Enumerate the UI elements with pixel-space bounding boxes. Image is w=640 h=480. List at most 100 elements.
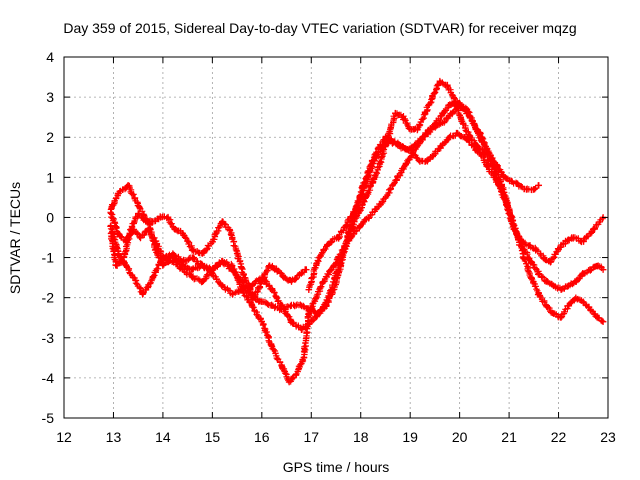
data-point — [387, 186, 394, 193]
series-track-f — [305, 129, 607, 325]
data-point — [248, 282, 256, 289]
x-tick-label: 16 — [254, 429, 270, 445]
data-point — [278, 362, 285, 370]
data-point — [298, 270, 305, 277]
data-point — [159, 254, 167, 261]
data-point — [189, 274, 196, 281]
data-point — [364, 214, 372, 221]
data-point — [491, 174, 498, 181]
data-point — [219, 258, 226, 265]
data-point — [342, 222, 350, 229]
data-point — [288, 302, 295, 309]
data-point — [542, 302, 550, 309]
data-point — [313, 262, 320, 269]
data-point — [491, 162, 498, 169]
data-point — [122, 262, 130, 269]
data-point — [379, 142, 387, 149]
data-point — [587, 306, 594, 313]
data-point — [523, 186, 530, 193]
data-point — [189, 266, 196, 273]
data-point — [130, 226, 137, 233]
data-point — [384, 134, 392, 141]
data-point — [350, 230, 357, 237]
data-point — [137, 234, 144, 241]
data-point — [458, 117, 466, 125]
data-point — [179, 230, 186, 237]
data-point — [144, 226, 152, 233]
data-point — [139, 290, 147, 297]
data-point — [421, 109, 429, 117]
data-point — [439, 142, 446, 149]
data-point — [157, 214, 164, 221]
data-point — [228, 290, 236, 297]
data-point — [580, 238, 587, 245]
data-point — [453, 130, 461, 137]
data-point — [394, 174, 402, 181]
data-point — [134, 202, 142, 209]
data-point — [409, 150, 416, 157]
data-point — [580, 298, 587, 305]
data-point — [199, 262, 206, 269]
data-point — [377, 158, 384, 165]
data-point — [342, 242, 350, 249]
data-point — [347, 226, 355, 233]
data-point — [189, 246, 196, 253]
data-point — [164, 214, 172, 221]
data-point — [327, 266, 335, 273]
data-point — [580, 270, 587, 277]
data-point — [520, 254, 528, 261]
data-point — [189, 254, 196, 261]
x-tick-label: 20 — [452, 429, 468, 445]
data-point — [266, 262, 273, 269]
x-tick-label: 18 — [353, 429, 369, 445]
data-point — [565, 282, 572, 289]
x-axis-title: GPS time / hours — [283, 459, 390, 475]
data-point — [238, 278, 246, 285]
data-point — [115, 230, 122, 237]
data-point — [364, 174, 372, 181]
data-point — [416, 158, 424, 165]
data-markers — [107, 77, 607, 386]
y-tick-label: -1 — [42, 250, 55, 266]
data-point — [483, 146, 491, 153]
data-point — [515, 182, 523, 189]
data-point — [219, 282, 226, 289]
data-point — [320, 246, 327, 253]
data-point — [446, 101, 453, 109]
data-point — [199, 278, 206, 285]
data-point — [402, 146, 409, 153]
x-tick-label: 13 — [106, 429, 122, 445]
data-point — [226, 226, 233, 233]
data-point — [476, 150, 483, 157]
data-point — [379, 198, 387, 205]
data-point — [308, 318, 315, 325]
data-point — [288, 318, 295, 325]
plot-frame — [63, 56, 609, 419]
x-tick-label: 12 — [56, 429, 72, 445]
data-point — [369, 178, 377, 185]
data-point — [122, 238, 130, 245]
data-point — [498, 186, 505, 193]
data-point — [268, 342, 275, 349]
data-point — [303, 266, 310, 273]
data-point — [513, 230, 520, 237]
data-point — [394, 142, 402, 149]
x-tick-label: 15 — [205, 429, 221, 445]
data-point — [570, 234, 577, 241]
y-axis-title: SDTVAR / TECUs — [7, 182, 23, 294]
data-point — [248, 294, 256, 301]
data-point — [525, 242, 533, 249]
data-point — [335, 254, 342, 261]
data-point — [530, 186, 538, 193]
data-point — [461, 105, 468, 113]
data-point — [278, 302, 285, 309]
data-point — [372, 154, 379, 161]
data-point — [238, 286, 246, 293]
data-point — [134, 210, 142, 217]
data-point — [441, 117, 448, 125]
data-point — [446, 134, 453, 141]
data-point — [320, 278, 327, 285]
data-point — [209, 238, 216, 245]
x-tick-label: 17 — [303, 429, 319, 445]
data-point — [392, 109, 399, 117]
